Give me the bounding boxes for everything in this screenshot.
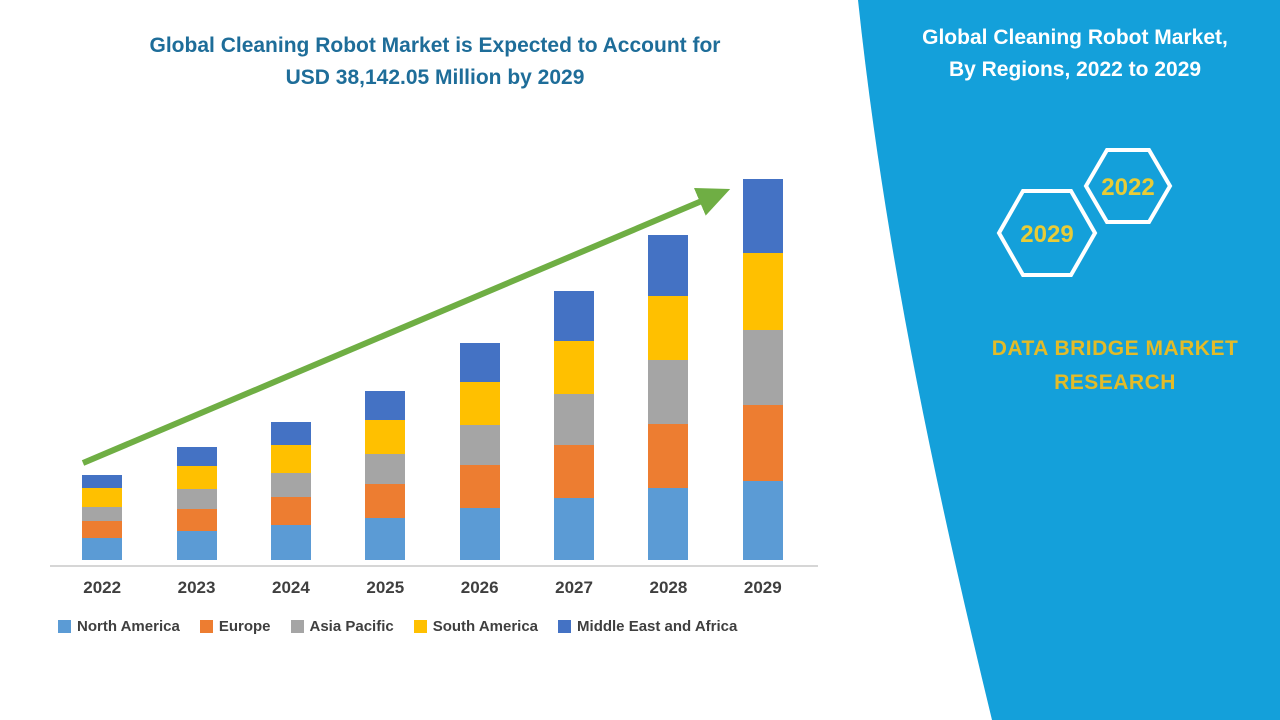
bars-row bbox=[55, 160, 810, 560]
bar-segment bbox=[648, 360, 689, 424]
x-axis-label: 2028 bbox=[649, 578, 688, 597]
x-axis-label: 2022 bbox=[83, 578, 122, 597]
bar-segment bbox=[365, 484, 406, 518]
hexagon-badge-2022 bbox=[1083, 148, 1173, 224]
bar-segment bbox=[82, 475, 123, 488]
bar-segment bbox=[82, 538, 123, 560]
legend-item: Asia Pacific bbox=[290, 618, 394, 635]
legend-item: Middle East and Africa bbox=[558, 618, 737, 635]
page-title: Global Cleaning Robot Market is Expected… bbox=[70, 30, 800, 93]
bar-chart bbox=[55, 160, 810, 565]
stacked-bar bbox=[648, 235, 689, 560]
hexagon-year-2029: 2029 bbox=[1020, 221, 1073, 248]
bar-segment bbox=[365, 518, 406, 560]
bar-segment bbox=[554, 340, 595, 394]
bar-segment bbox=[270, 472, 311, 497]
bar-segment bbox=[742, 178, 783, 253]
legend-label: Europe bbox=[218, 618, 271, 635]
bar-segment bbox=[176, 466, 217, 489]
brand-line1: DATA BRIDGE MARKET bbox=[991, 337, 1239, 360]
bar-segment bbox=[270, 525, 311, 560]
bar-segment bbox=[176, 489, 217, 509]
bar-segment bbox=[270, 445, 311, 473]
stacked-bar bbox=[742, 178, 783, 560]
brand-line2: RESEARCH bbox=[1054, 370, 1176, 394]
hexagon-badge-2029 bbox=[996, 189, 1098, 277]
legend-label: Asia Pacific bbox=[309, 618, 394, 635]
legend-item: North America bbox=[58, 618, 180, 635]
legend-item: South America bbox=[413, 618, 539, 635]
panel-title-line1: Global Cleaning Robot Market, bbox=[922, 26, 1228, 49]
bar-column bbox=[433, 160, 527, 560]
bar-column bbox=[716, 160, 810, 560]
bar-segment bbox=[742, 329, 783, 405]
bar-segment bbox=[554, 498, 595, 560]
x-axis-label: 2029 bbox=[743, 578, 782, 597]
bar-segment bbox=[648, 488, 689, 560]
stacked-bar bbox=[270, 422, 311, 560]
x-axis-label: 2026 bbox=[460, 578, 499, 597]
bar-segment bbox=[459, 508, 500, 560]
stacked-bar bbox=[82, 475, 123, 560]
bar-segment bbox=[554, 444, 595, 498]
bar-column bbox=[527, 160, 621, 560]
hexagon-badges: 2022 2029 bbox=[996, 148, 1173, 277]
x-axis-label: 2027 bbox=[555, 578, 593, 597]
bar-segment bbox=[742, 253, 783, 330]
page-title-line2: USD 38,142.05 Million by 2029 bbox=[285, 65, 585, 89]
bar-column bbox=[149, 160, 243, 560]
bar-segment bbox=[648, 296, 689, 360]
bar-column bbox=[55, 160, 149, 560]
bar-segment bbox=[648, 424, 689, 488]
x-axis-line bbox=[50, 565, 818, 567]
legend-label: South America bbox=[432, 618, 539, 635]
legend-swatch bbox=[290, 620, 304, 633]
bar-segment bbox=[82, 506, 123, 521]
bar-segment bbox=[176, 531, 217, 560]
legend-swatch bbox=[413, 620, 427, 633]
bar-segment bbox=[648, 235, 689, 296]
stacked-bar bbox=[176, 447, 217, 560]
hexagon-year-2022: 2022 bbox=[1101, 174, 1154, 201]
bar-segment bbox=[365, 420, 406, 454]
legend-swatch bbox=[199, 620, 213, 633]
x-axis-labels: 2022 2023 2024 2025 2026 2027 2028 2029 bbox=[55, 578, 810, 598]
bar-segment bbox=[270, 497, 311, 525]
legend-item: Europe bbox=[199, 618, 271, 635]
legend-swatch bbox=[558, 620, 572, 633]
bar-segment bbox=[554, 291, 595, 341]
legend-swatch bbox=[58, 620, 71, 633]
brand-text: DATA BRIDGE MARKET RESEARCH bbox=[950, 332, 1280, 399]
bar-column bbox=[244, 160, 338, 560]
bar-segment bbox=[742, 404, 783, 481]
bar-segment bbox=[365, 453, 406, 484]
page-title-line1: Global Cleaning Robot Market is Expected… bbox=[149, 34, 721, 57]
legend: North America Europe Asia Pacific South Ame… bbox=[58, 618, 737, 635]
legend-label: Middle East and Africa bbox=[577, 618, 738, 635]
bar-segment bbox=[82, 520, 123, 538]
x-axis-label: 2024 bbox=[272, 578, 310, 597]
bar-column bbox=[338, 160, 432, 560]
bar-segment bbox=[459, 465, 500, 508]
legend-label: North America bbox=[77, 618, 180, 635]
x-axis-label: 2025 bbox=[366, 578, 405, 597]
bar-segment bbox=[176, 508, 217, 531]
stacked-bar bbox=[554, 291, 595, 560]
stacked-bar bbox=[365, 391, 406, 560]
bar-segment bbox=[742, 480, 783, 560]
bar-segment bbox=[459, 425, 500, 465]
bar-segment bbox=[365, 391, 406, 420]
panel-title: Global Cleaning Robot Market, By Regions… bbox=[880, 22, 1270, 85]
stacked-bar bbox=[459, 343, 500, 560]
bar-segment bbox=[459, 382, 500, 425]
bar-segment bbox=[554, 393, 595, 445]
bar-column bbox=[621, 160, 715, 560]
bar-segment bbox=[270, 422, 311, 445]
bar-segment bbox=[82, 488, 123, 507]
panel-title-line2: By Regions, 2022 to 2029 bbox=[948, 57, 1202, 81]
x-axis-label: 2023 bbox=[177, 578, 216, 597]
bar-segment bbox=[459, 343, 500, 382]
bar-segment bbox=[176, 447, 217, 466]
